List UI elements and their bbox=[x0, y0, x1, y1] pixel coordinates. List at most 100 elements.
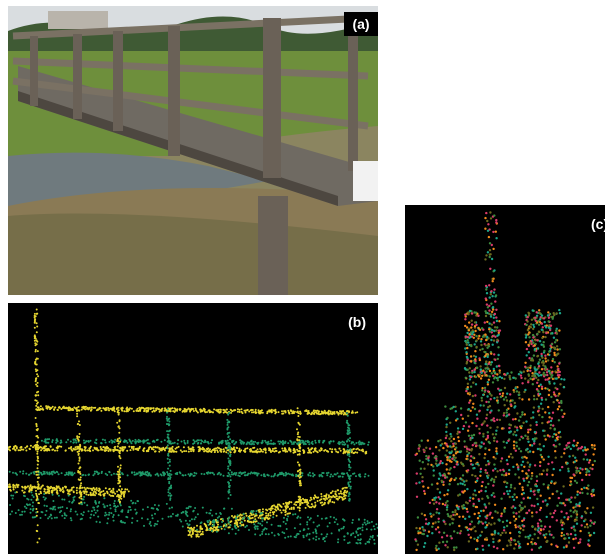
point bbox=[546, 388, 548, 390]
point bbox=[256, 510, 258, 512]
point bbox=[474, 321, 476, 323]
point bbox=[218, 442, 220, 444]
point bbox=[567, 533, 569, 535]
point bbox=[518, 535, 520, 537]
point bbox=[373, 539, 375, 541]
point bbox=[38, 407, 40, 409]
point bbox=[541, 422, 543, 424]
point bbox=[75, 442, 77, 444]
point bbox=[111, 474, 113, 476]
point bbox=[51, 517, 53, 519]
point bbox=[258, 517, 260, 519]
point bbox=[536, 398, 538, 400]
point bbox=[331, 501, 333, 503]
point bbox=[462, 483, 464, 485]
point bbox=[522, 461, 524, 463]
point bbox=[248, 520, 250, 522]
point bbox=[294, 513, 296, 515]
point bbox=[188, 473, 190, 475]
point bbox=[491, 258, 493, 260]
point bbox=[93, 509, 95, 511]
point bbox=[288, 412, 290, 414]
point bbox=[486, 524, 488, 526]
point bbox=[237, 408, 239, 410]
point bbox=[208, 450, 210, 452]
point bbox=[143, 410, 145, 412]
point bbox=[470, 410, 472, 412]
point bbox=[100, 446, 102, 448]
point bbox=[113, 408, 115, 410]
point bbox=[419, 460, 421, 462]
point bbox=[289, 512, 291, 514]
point bbox=[287, 536, 289, 538]
point bbox=[453, 479, 455, 481]
point bbox=[307, 474, 309, 476]
point bbox=[477, 536, 479, 538]
point bbox=[362, 443, 364, 445]
point bbox=[92, 494, 94, 496]
point bbox=[527, 461, 529, 463]
point bbox=[364, 476, 366, 478]
point bbox=[563, 413, 565, 415]
point bbox=[488, 502, 490, 504]
point bbox=[576, 494, 578, 496]
point bbox=[558, 309, 560, 311]
point bbox=[473, 355, 475, 357]
point bbox=[468, 408, 470, 410]
point bbox=[41, 511, 43, 513]
point bbox=[547, 463, 549, 465]
point bbox=[518, 543, 520, 545]
point bbox=[30, 499, 32, 501]
point bbox=[37, 441, 39, 443]
point bbox=[324, 499, 326, 501]
point bbox=[446, 541, 448, 543]
point bbox=[450, 435, 452, 437]
point bbox=[303, 452, 305, 454]
point bbox=[35, 405, 37, 407]
point bbox=[588, 474, 590, 476]
point bbox=[291, 443, 293, 445]
point bbox=[78, 472, 80, 474]
point bbox=[114, 500, 116, 502]
point bbox=[258, 473, 260, 475]
point bbox=[94, 489, 96, 491]
point bbox=[534, 528, 536, 530]
point bbox=[343, 414, 345, 416]
point bbox=[503, 412, 505, 414]
point bbox=[469, 500, 471, 502]
point bbox=[517, 541, 519, 543]
point bbox=[227, 422, 229, 424]
point bbox=[243, 442, 245, 444]
point bbox=[482, 510, 484, 512]
point bbox=[485, 297, 487, 299]
point bbox=[53, 471, 55, 473]
point bbox=[250, 409, 252, 411]
point bbox=[552, 358, 554, 360]
point bbox=[560, 511, 562, 513]
point bbox=[56, 447, 58, 449]
point bbox=[294, 451, 296, 453]
point bbox=[482, 394, 484, 396]
point bbox=[565, 444, 567, 446]
point bbox=[541, 314, 543, 316]
point bbox=[24, 506, 26, 508]
point bbox=[166, 412, 168, 414]
point bbox=[485, 360, 487, 362]
point bbox=[473, 526, 475, 528]
point bbox=[485, 401, 487, 403]
point bbox=[337, 499, 339, 501]
point bbox=[494, 336, 496, 338]
point bbox=[36, 369, 38, 371]
point bbox=[594, 460, 596, 462]
point bbox=[227, 440, 229, 442]
point bbox=[364, 519, 366, 521]
point bbox=[191, 536, 193, 538]
point bbox=[530, 478, 532, 480]
point bbox=[437, 526, 439, 528]
point bbox=[17, 485, 19, 487]
point bbox=[423, 449, 425, 451]
point bbox=[166, 430, 168, 432]
point bbox=[539, 393, 541, 395]
point bbox=[474, 513, 476, 515]
point bbox=[189, 408, 191, 410]
